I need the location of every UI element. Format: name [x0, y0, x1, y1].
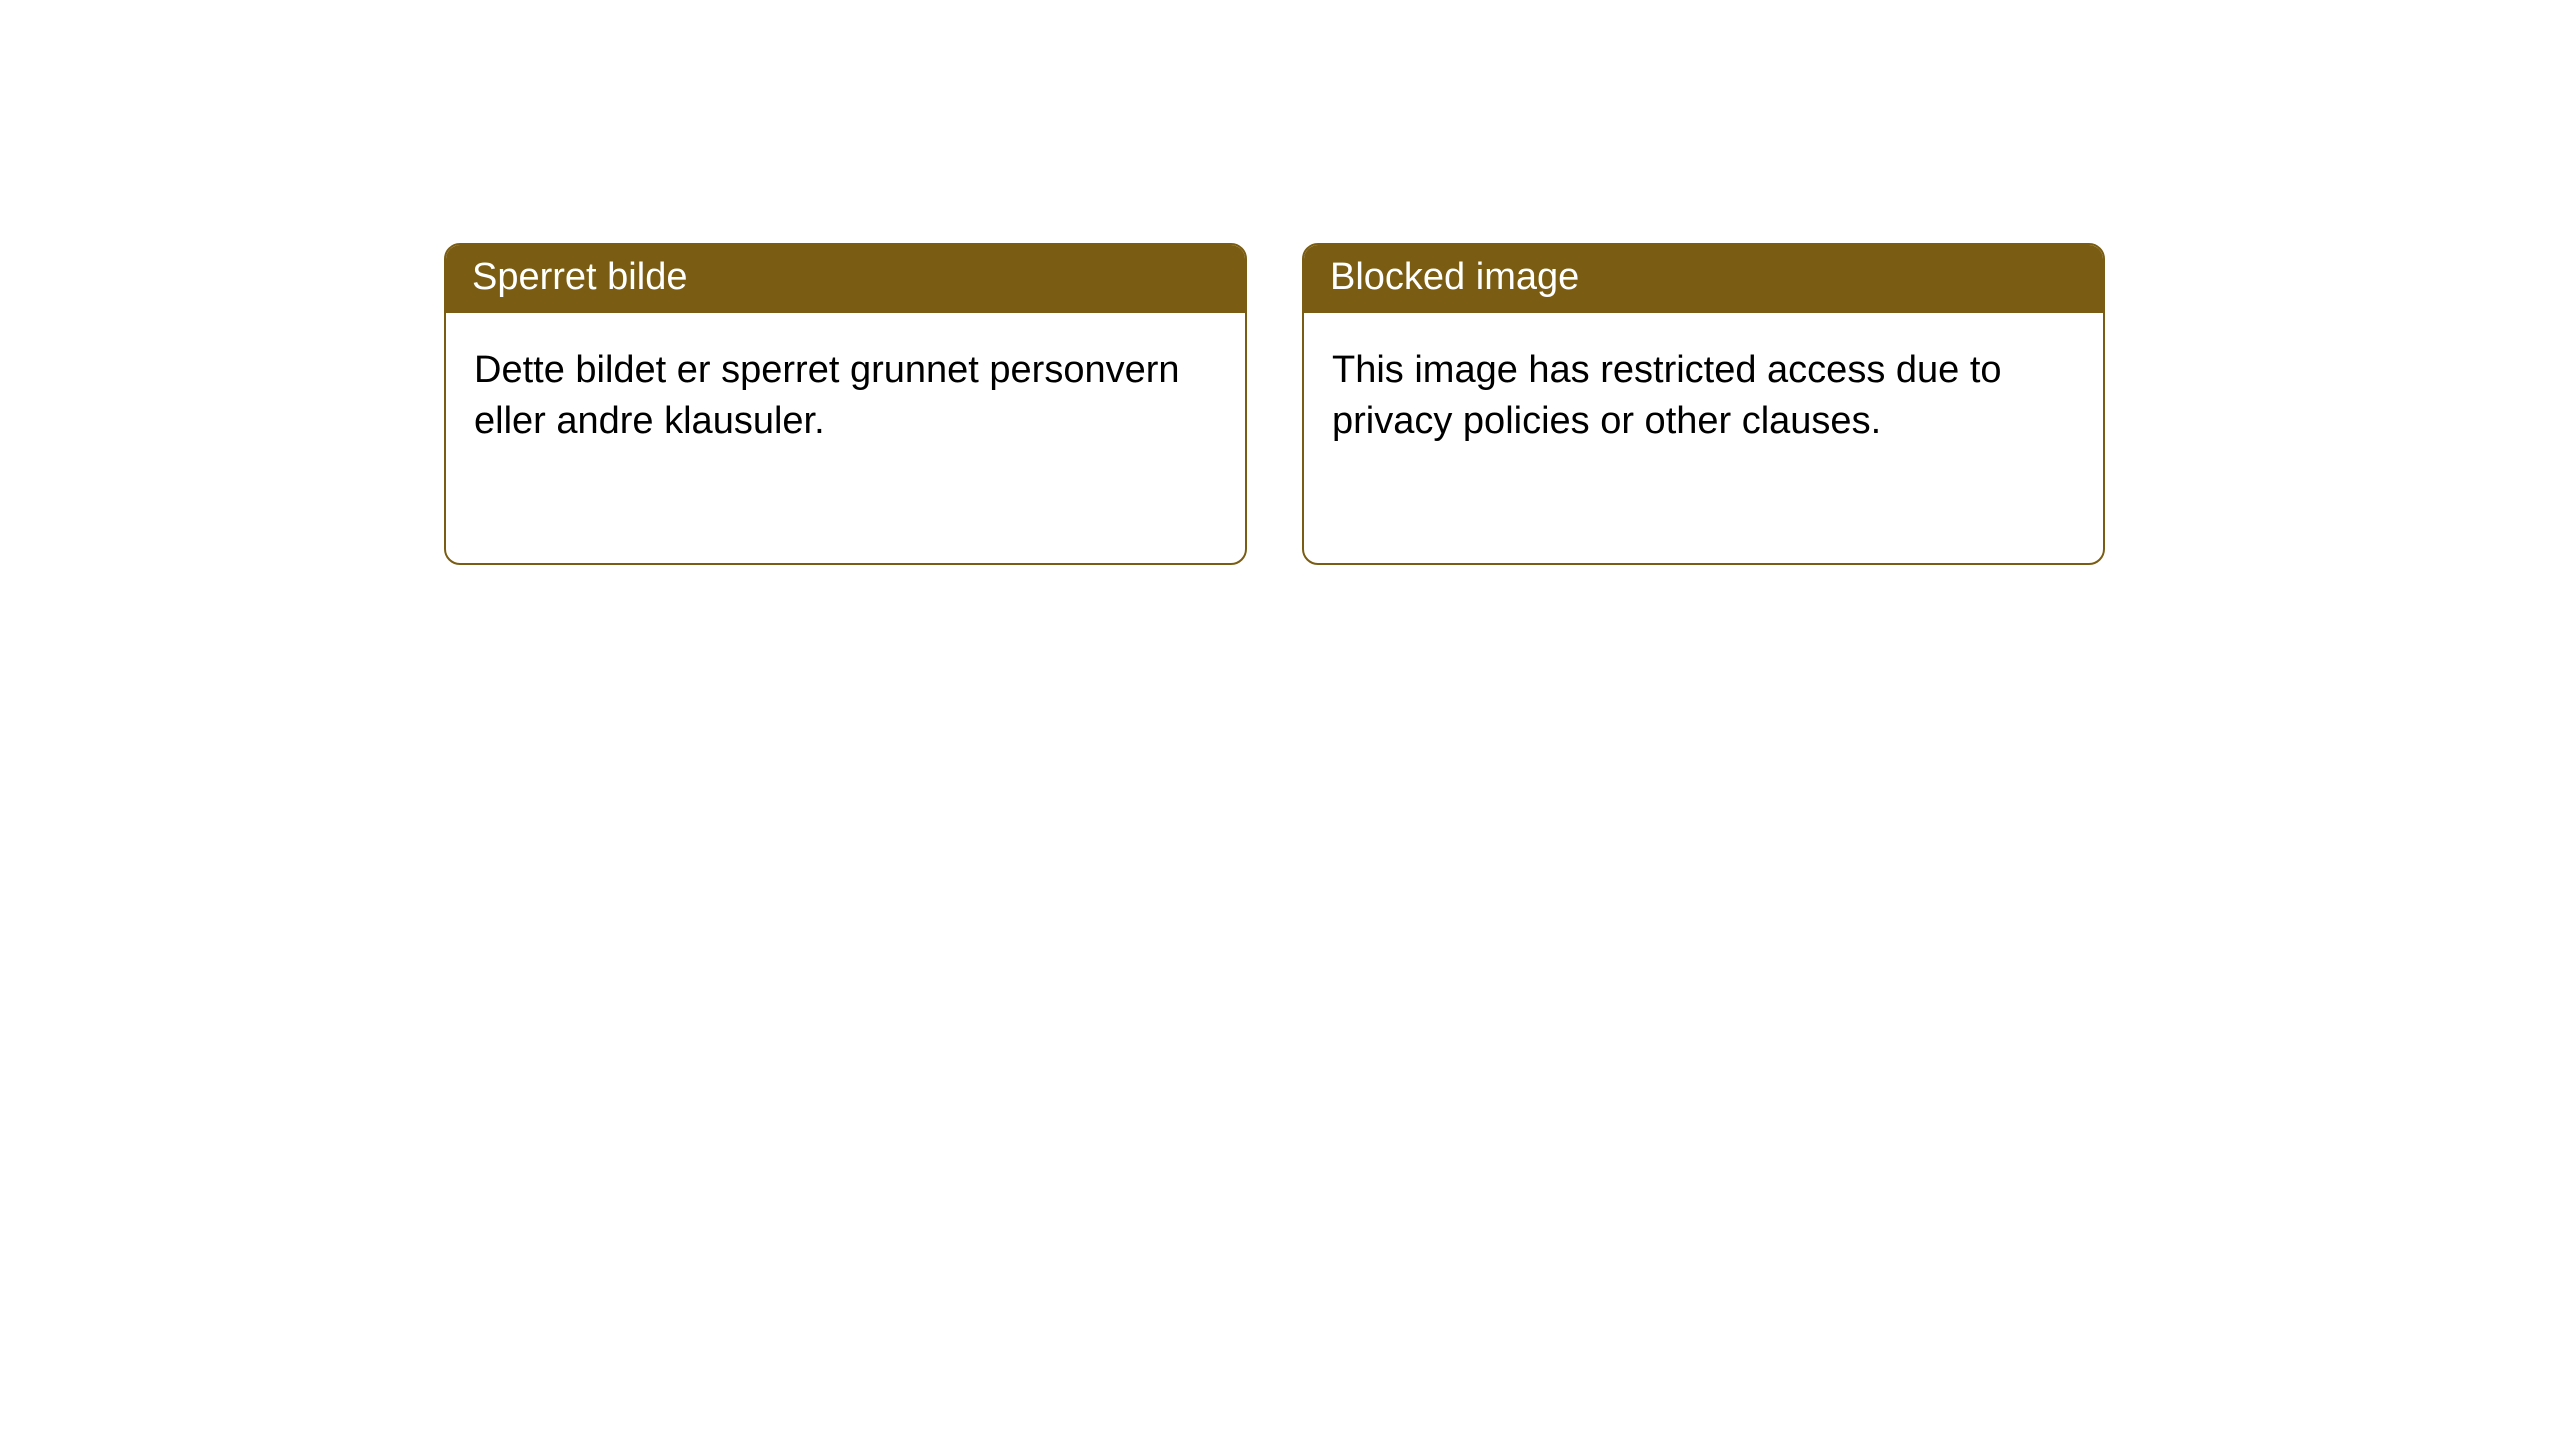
card-body: Dette bildet er sperret grunnet personve…	[446, 313, 1245, 563]
notice-cards-container: Sperret bilde Dette bildet er sperret gr…	[0, 0, 2560, 565]
notice-card-english: Blocked image This image has restricted …	[1302, 243, 2105, 565]
card-body: This image has restricted access due to …	[1304, 313, 2103, 563]
card-header: Sperret bilde	[446, 245, 1245, 313]
notice-card-norwegian: Sperret bilde Dette bildet er sperret gr…	[444, 243, 1247, 565]
card-header: Blocked image	[1304, 245, 2103, 313]
